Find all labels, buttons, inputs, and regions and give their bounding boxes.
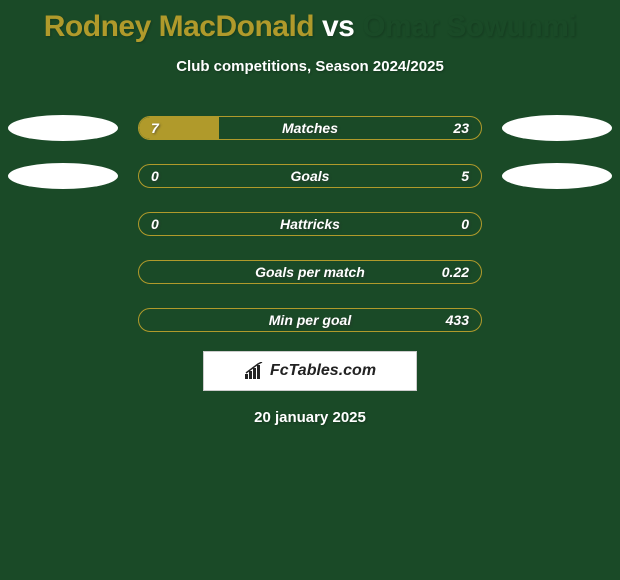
player1-marker <box>8 163 118 189</box>
stat-bar: 7Matches23 <box>138 116 482 140</box>
stat-bar-labels: Goals per match0.22 <box>139 261 481 283</box>
brand-bars-icon <box>244 362 266 380</box>
stat-left-value: 7 <box>151 120 181 136</box>
brand-text: FcTables.com <box>270 362 376 380</box>
player2-name: Omar Sowunmi <box>362 10 576 43</box>
stat-left-value: 0 <box>151 216 181 232</box>
stat-bar-labels: 0Goals5 <box>139 165 481 187</box>
stat-row: Min per goal433 <box>0 307 620 333</box>
stats-rows: 7Matches230Goals50Hattricks0Goals per ma… <box>0 115 620 333</box>
player2-marker <box>502 115 612 141</box>
stat-label: Goals per match <box>139 264 481 280</box>
stat-right-value: 433 <box>439 312 469 328</box>
stat-row: 7Matches23 <box>0 115 620 141</box>
stat-row: Goals per match0.22 <box>0 259 620 285</box>
stat-bar: Goals per match0.22 <box>138 260 482 284</box>
stat-bar: 0Goals5 <box>138 164 482 188</box>
stat-right-value: 0 <box>439 216 469 232</box>
stat-bar: 0Hattricks0 <box>138 212 482 236</box>
stat-right-value: 23 <box>439 120 469 136</box>
page-title: Rodney MacDonald vs Omar Sowunmi <box>0 0 620 44</box>
stat-bar-labels: 7Matches23 <box>139 117 481 139</box>
snapshot-date: 20 january 2025 <box>0 409 620 426</box>
stat-left-value: 0 <box>151 168 181 184</box>
title-vs: vs <box>322 10 354 43</box>
stat-bar: Min per goal433 <box>138 308 482 332</box>
stat-label: Goals <box>139 168 481 184</box>
stat-right-value: 5 <box>439 168 469 184</box>
player1-name: Rodney MacDonald <box>44 10 314 43</box>
brand-box[interactable]: FcTables.com <box>203 351 417 391</box>
stat-right-value: 0.22 <box>439 264 469 280</box>
stat-label: Hattricks <box>139 216 481 232</box>
stat-label: Min per goal <box>139 312 481 328</box>
stat-label: Matches <box>139 120 481 136</box>
stat-row: 0Hattricks0 <box>0 211 620 237</box>
stat-bar-labels: 0Hattricks0 <box>139 213 481 235</box>
player1-marker <box>8 115 118 141</box>
stat-bar-labels: Min per goal433 <box>139 309 481 331</box>
player2-marker <box>502 163 612 189</box>
comparison-infographic: Rodney MacDonald vs Omar Sowunmi Club co… <box>0 0 620 580</box>
subtitle: Club competitions, Season 2024/2025 <box>0 58 620 75</box>
stat-row: 0Goals5 <box>0 163 620 189</box>
